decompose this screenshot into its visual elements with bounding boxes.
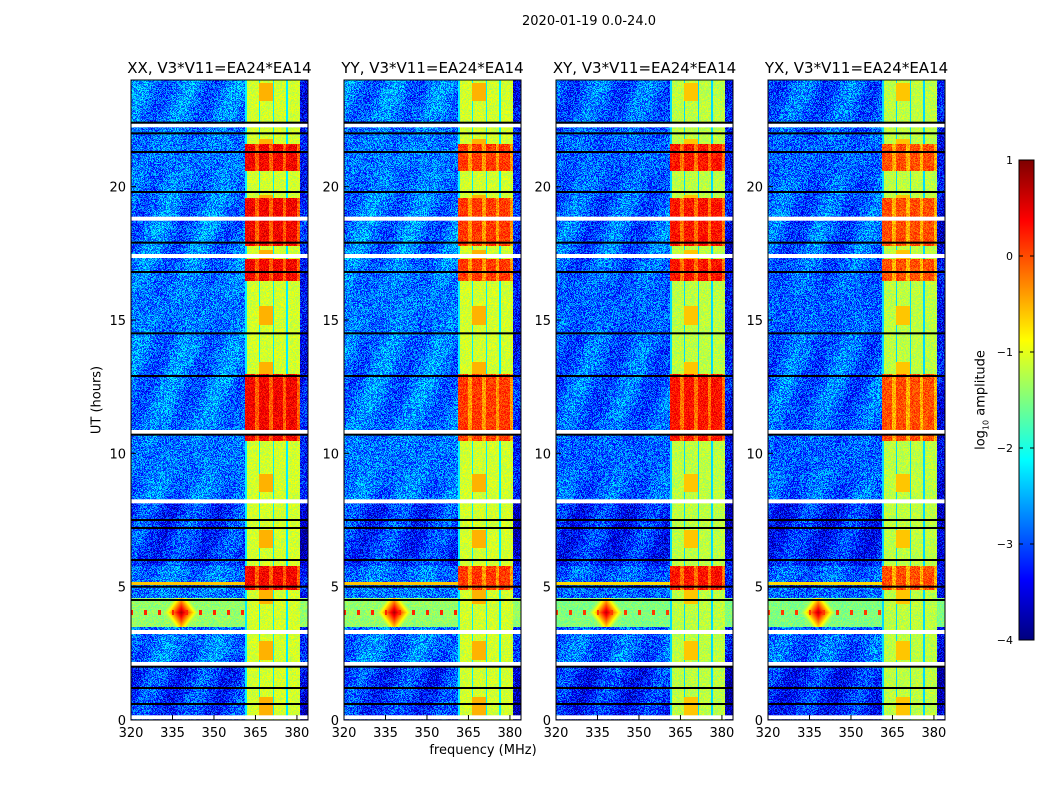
x-tick-label: 335: [373, 726, 398, 741]
y-tick-label: 10: [534, 447, 551, 462]
x-tick-label: 365: [456, 726, 481, 741]
x-tick-label: 350: [627, 726, 652, 741]
x-tick-label: 380: [710, 726, 735, 741]
spectrogram-heatmap: [344, 80, 521, 720]
panel-title: YY, V3*V11=EA24*EA14: [341, 59, 524, 77]
y-tick-label: 5: [118, 581, 126, 596]
y-tick-label: 15: [746, 314, 763, 329]
y-tick-label: 10: [746, 447, 763, 462]
x-tick-label: 350: [839, 726, 864, 741]
y-tick-label: 15: [109, 314, 126, 329]
colorbar: [1019, 160, 1034, 640]
colorbar-tick-label: −2: [997, 442, 1013, 455]
panel-title: XX, V3*V11=EA24*EA14: [127, 59, 312, 77]
x-axis-label: frequency (MHz): [429, 743, 537, 758]
y-tick-label: 20: [534, 181, 551, 196]
colorbar-tick-label: 1: [1006, 154, 1013, 167]
x-tick-label: 320: [119, 726, 144, 741]
x-tick-label: 380: [498, 726, 523, 741]
x-tick-label: 380: [285, 726, 310, 741]
panel-frame: [767, 79, 946, 721]
y-tick-label: 0: [331, 714, 339, 729]
colorbar-frame: [1018, 159, 1035, 641]
y-tick-label: 5: [543, 581, 551, 596]
x-tick-label: 335: [160, 726, 185, 741]
y-tick-label: 0: [543, 714, 551, 729]
spectrogram-heatmap: [556, 80, 733, 720]
y-tick-label: 15: [534, 314, 551, 329]
x-tick-label: 380: [922, 726, 947, 741]
x-tick-label: 335: [797, 726, 822, 741]
panel-frame: [555, 79, 734, 721]
y-tick-label: 20: [746, 181, 763, 196]
y-tick-label: 5: [331, 581, 339, 596]
x-tick-label: 350: [415, 726, 440, 741]
colorbar-tick-label: −4: [997, 634, 1013, 647]
y-tick-label: 20: [109, 181, 126, 196]
x-tick-label: 320: [332, 726, 357, 741]
spectrogram-heatmap: [768, 80, 945, 720]
x-tick-label: 350: [202, 726, 227, 741]
spectrogram-heatmap: [131, 80, 308, 720]
y-tick-label: 10: [109, 447, 126, 462]
y-tick-label: 20: [322, 181, 339, 196]
x-tick-label: 365: [880, 726, 905, 741]
x-tick-label: 320: [756, 726, 781, 741]
colorbar-tick-label: −1: [997, 346, 1013, 359]
y-tick-label: 15: [322, 314, 339, 329]
y-tick-label: 0: [755, 714, 763, 729]
panel-title: YX, V3*V11=EA24*EA14: [764, 59, 949, 77]
x-tick-label: 365: [243, 726, 268, 741]
x-tick-label: 320: [544, 726, 569, 741]
y-tick-label: 5: [755, 581, 763, 596]
colorbar-tick-label: 0: [1006, 250, 1013, 263]
panel-frame: [343, 79, 522, 721]
panel-frame: [130, 79, 309, 721]
x-tick-label: 365: [668, 726, 693, 741]
y-tick-label: 0: [118, 714, 126, 729]
figure-title: 2020-01-19 0.0-24.0: [522, 14, 656, 29]
colorbar-tick-label: −3: [997, 538, 1013, 551]
panel-title: XY, V3*V11=EA24*EA14: [552, 59, 737, 77]
y-tick-label: 10: [322, 447, 339, 462]
x-tick-label: 335: [585, 726, 610, 741]
